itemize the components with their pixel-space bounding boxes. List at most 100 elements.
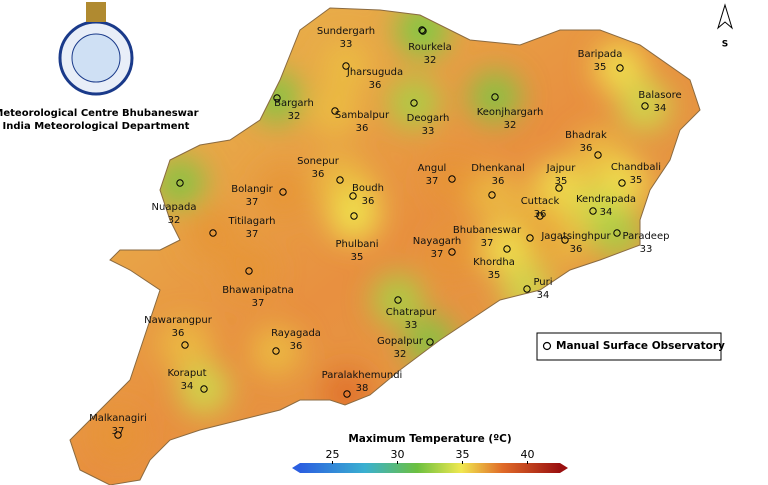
observatory (616, 64, 624, 72)
observatory (618, 179, 626, 187)
colorbar-tick-label: 25 (326, 448, 340, 461)
station-name: Bhubaneswar (453, 225, 522, 236)
station-temp: 32 (424, 55, 437, 66)
station-name: Angul (418, 163, 447, 174)
station-name: Bhadrak (565, 130, 607, 141)
observatory (488, 191, 496, 199)
station-name: Bargarh (274, 98, 314, 109)
station-name: Cuttack (521, 196, 560, 207)
observatory (491, 93, 499, 101)
station-temp: 36 (570, 244, 583, 255)
station-name: Sundergarh (317, 26, 375, 37)
observatory (410, 99, 418, 107)
temperature-blob (469, 71, 521, 123)
station-name: Balasore (638, 90, 681, 101)
station-name: Sambalpur (335, 110, 390, 121)
station-temp: 36 (172, 328, 185, 339)
temperature-blob (591, 207, 643, 259)
station-name: Jajpur (546, 163, 577, 174)
observatory (394, 296, 402, 304)
observatory (209, 229, 217, 237)
observatory (336, 176, 344, 184)
station-name: Nayagarh (413, 236, 461, 247)
observatory (561, 236, 569, 244)
station-temp: 35 (488, 270, 501, 281)
observatory (176, 179, 184, 187)
station-name: Koraput (167, 368, 206, 379)
observatory (523, 285, 531, 293)
station-temp: 34 (181, 381, 194, 392)
observatory (114, 431, 122, 439)
observatory (181, 341, 189, 349)
station-temp: 34 (600, 207, 613, 218)
north-arrow (717, 3, 733, 30)
station-temp: 37 (252, 298, 265, 309)
station-temp: 33 (340, 39, 353, 50)
temperature-blob (388, 77, 440, 129)
station-temp: 36 (492, 176, 505, 187)
colorbar-arrow (560, 463, 568, 473)
temperature-field (92, 8, 671, 461)
temperature-blob (159, 319, 211, 371)
station-name: Paralakhemundi (322, 370, 403, 381)
org-name: Meteorological Centre Bhubaneswar (0, 108, 199, 119)
station-name: Baripada (578, 49, 623, 60)
observatory (426, 338, 434, 346)
station-temp: 32 (394, 349, 407, 360)
station-temp: 32 (168, 215, 181, 226)
station-temp: 37 (246, 197, 259, 208)
temperature-blob (257, 166, 309, 218)
station-temp: 35 (555, 176, 568, 187)
station-name: Bhawanipatna (222, 285, 294, 296)
station-name: Puri (533, 277, 552, 288)
station-name: Sonepur (297, 156, 340, 167)
temperature-blob (501, 263, 553, 315)
station-name: Rourkela (408, 42, 452, 53)
station-name: Gopalpur (377, 336, 424, 347)
station-temp: 33 (640, 244, 653, 255)
colorbar-arrow (292, 463, 300, 473)
station-temp: 37 (246, 229, 259, 240)
colorbar-tick-label: 30 (391, 448, 405, 461)
colorbar-tick-label: 40 (521, 448, 535, 461)
station-name: Jharsuguda (346, 67, 403, 78)
station-name: Khordha (473, 257, 515, 268)
station-temp: 36 (290, 341, 303, 352)
station-name: Chatrapur (386, 307, 437, 318)
observatory (273, 94, 281, 102)
north-arrow-label: S (722, 40, 728, 50)
station-temp: 38 (356, 383, 369, 394)
observatory (594, 151, 602, 159)
temperature-blob (426, 226, 478, 278)
observatory (448, 175, 456, 183)
observatory (419, 27, 427, 35)
emblem (58, 2, 134, 96)
station-name: Boudh (352, 183, 384, 194)
dept-name: India Meteorological Department (3, 121, 190, 132)
temperature-blob (328, 190, 380, 242)
station-temp: 34 (654, 103, 667, 114)
observatory (245, 267, 253, 275)
temperature-blob (594, 42, 646, 94)
station-name: Paradeep (623, 231, 670, 242)
station-name: Titilagarh (228, 216, 276, 227)
colorbar-tick-label: 35 (456, 448, 470, 461)
station-temp: 35 (351, 252, 364, 263)
legend-label: Manual Surface Observatory (556, 340, 725, 352)
station-temp: 32 (504, 120, 517, 131)
legend-symbol (542, 341, 552, 351)
station-temp: 36 (362, 196, 375, 207)
station-name: Malkanagiri (89, 413, 147, 424)
observatory (526, 234, 534, 242)
station-temp: 32 (288, 111, 301, 122)
station-name: Deogarh (407, 113, 450, 124)
colorbar-title: Maximum Temperature (ºC) (348, 433, 511, 445)
station-name: Rayagada (271, 328, 321, 339)
temperature-blob (309, 85, 361, 137)
station-temp: 35 (630, 175, 643, 186)
temperature-blob (223, 245, 275, 297)
observatory (641, 102, 649, 110)
observatory (200, 385, 208, 393)
observatory (613, 229, 621, 237)
